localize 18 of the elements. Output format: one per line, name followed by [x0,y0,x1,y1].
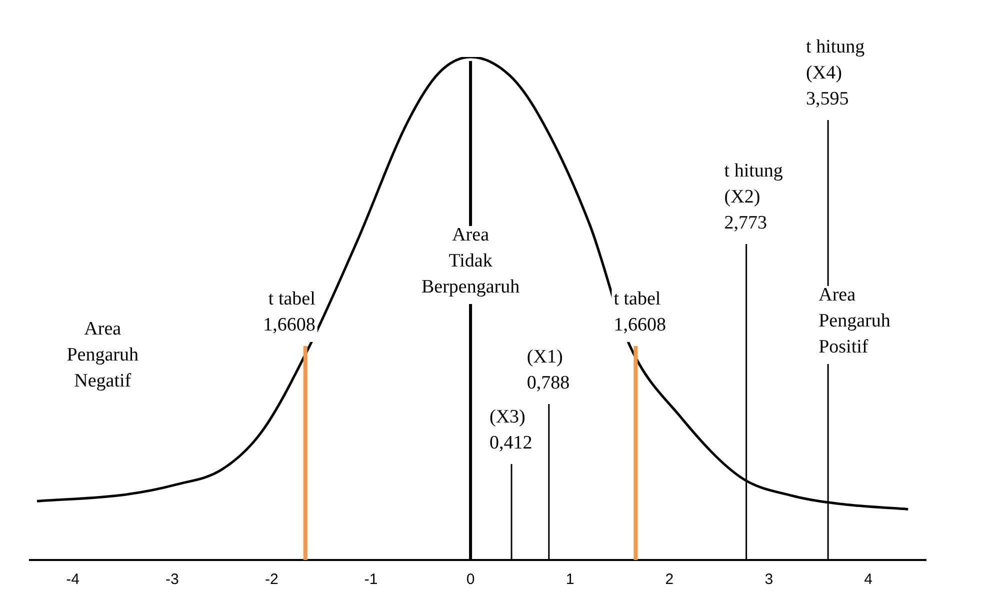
x-tick-label: 4 [864,571,872,588]
ref-line-label: (X3) 0,412 [490,406,532,454]
x-tick-label: 3 [764,571,774,588]
x-tick-label: -2 [264,571,278,588]
x-tick-label: -3 [166,571,179,588]
ref-line-label: t hitung (X2) 2,773 [724,160,784,234]
x-tick-label: 1 [566,571,574,588]
x-tick-label: 2 [665,571,674,588]
ref-line-label: t hitung (X4) 3,595 [806,36,866,110]
ref-line-label: (X1) 0,788 [526,346,570,394]
ref-line-label: t tabel 1,6608 [614,288,666,336]
x-tick-label: 0 [466,571,475,588]
ref-line-label: Area Tidak Berpengaruh [421,224,520,298]
annotation: Area Pengaruh Negatif [66,318,139,392]
ref-line-label: t tabel 1,6608 [263,288,316,336]
x-tick-label: -1 [364,571,378,588]
x-tick-label: -4 [66,571,80,588]
annotation: Area Pengaruh Positif [818,284,891,358]
